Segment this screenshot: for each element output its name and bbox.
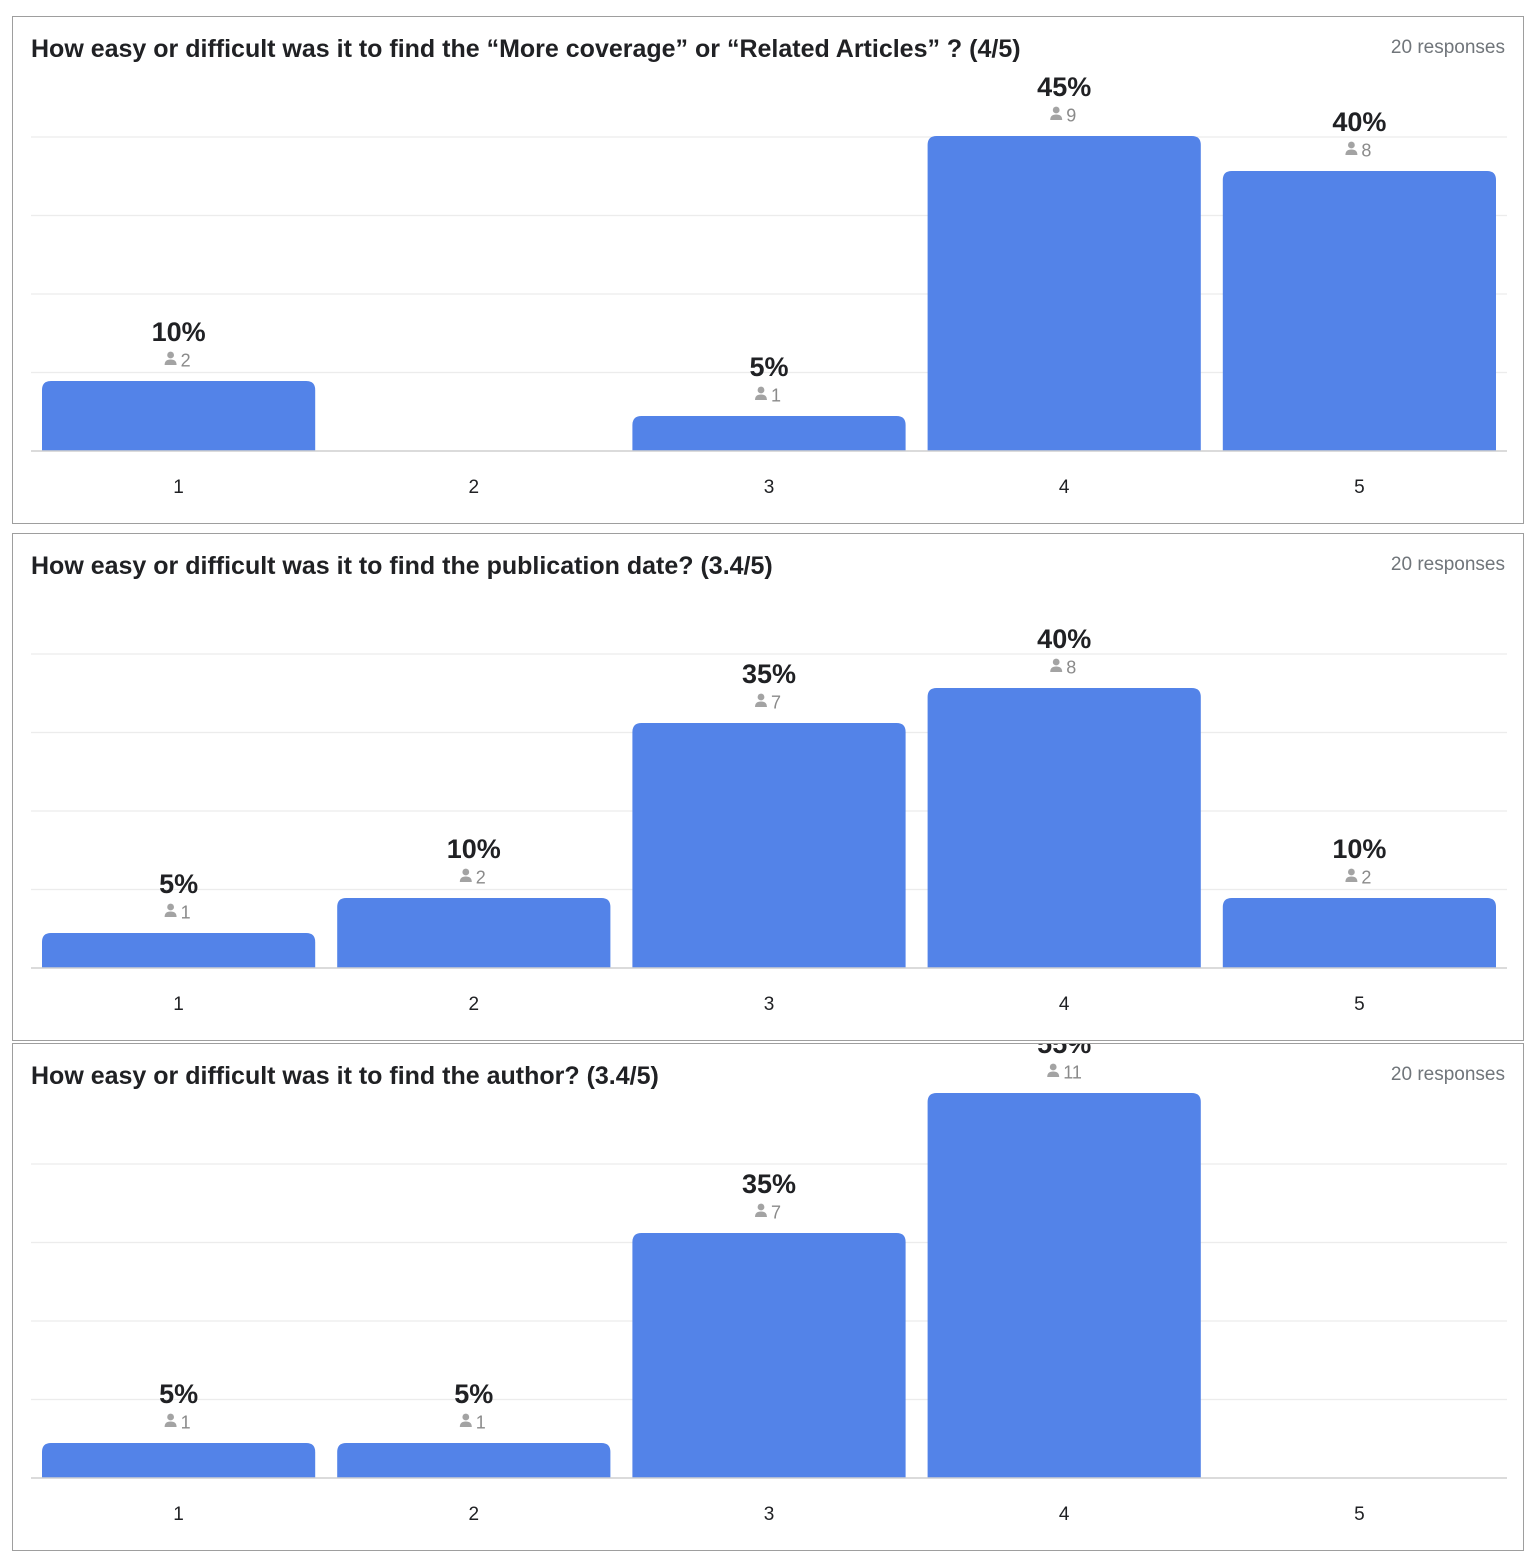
- person-icon: [1047, 1063, 1060, 1077]
- bar-value-label: 35%: [742, 1169, 796, 1199]
- chart-panel-publication-date: How easy or difficult was it to find the…: [12, 533, 1524, 1041]
- person-icon: [164, 903, 177, 917]
- responses-count: 20 responses: [1390, 554, 1505, 575]
- chart-panel-coverage: How easy or difficult was it to find the…: [12, 16, 1524, 524]
- x-tick-label: 3: [764, 994, 775, 1015]
- bar-value-label: 35%: [742, 659, 796, 689]
- bar-value-label: 10%: [1332, 834, 1386, 864]
- x-tick-label: 2: [469, 1504, 480, 1525]
- x-tick-label: 3: [764, 1504, 775, 1525]
- bar-count-label: 1: [771, 386, 781, 406]
- person-icon: [459, 868, 472, 882]
- bar-count-label: 2: [476, 868, 486, 888]
- bar-count-label: 2: [1361, 868, 1371, 888]
- bar: [632, 723, 906, 968]
- x-tick-label: 4: [1059, 994, 1070, 1015]
- bar: [337, 898, 611, 968]
- x-tick-label: 5: [1354, 994, 1365, 1015]
- bar-count-label: 11: [1063, 1063, 1082, 1083]
- bar: [1222, 171, 1496, 451]
- bar-value-label: 5%: [159, 1379, 198, 1409]
- bar-count-label: 7: [771, 1203, 781, 1223]
- bar: [632, 1233, 906, 1478]
- bar-count-label: 8: [1066, 658, 1076, 678]
- chart-panel-author: How easy or difficult was it to find the…: [12, 1043, 1524, 1551]
- bar-count-label: 9: [1066, 106, 1076, 126]
- chart-title: How easy or difficult was it to find the…: [31, 1062, 659, 1090]
- bar: [42, 1443, 316, 1478]
- chart-title: How easy or difficult was it to find the…: [31, 35, 1021, 63]
- bar-value-label: 40%: [1037, 624, 1091, 654]
- bar-value-label: 10%: [447, 834, 501, 864]
- x-tick-label: 5: [1354, 477, 1365, 498]
- responses-count: 20 responses: [1390, 1064, 1505, 1085]
- bar-value-label: 45%: [1037, 72, 1091, 102]
- x-tick-label: 5: [1354, 1504, 1365, 1525]
- x-tick-label: 3: [764, 477, 775, 498]
- person-icon: [164, 1413, 177, 1427]
- person-icon: [1345, 868, 1358, 882]
- x-tick-label: 2: [469, 477, 480, 498]
- person-icon: [1050, 106, 1063, 120]
- x-tick-label: 1: [173, 1504, 184, 1525]
- x-tick-label: 2: [469, 994, 480, 1015]
- bar-chart: 10% 2 1 2 5% 1 3 45% 9 4 40% 8 5: [31, 72, 1507, 498]
- person-icon: [1345, 141, 1358, 155]
- bar: [632, 416, 906, 451]
- person-icon: [755, 693, 767, 707]
- bar-count-label: 8: [1361, 141, 1371, 161]
- bar-count-label: 1: [476, 1413, 486, 1433]
- bar-count-label: 2: [181, 351, 191, 371]
- person-icon: [459, 1413, 472, 1427]
- bar: [42, 381, 316, 451]
- chart-title: How easy or difficult was it to find the…: [31, 552, 773, 580]
- x-tick-label: 4: [1059, 1504, 1070, 1525]
- responses-count: 20 responses: [1390, 37, 1505, 58]
- bar: [927, 688, 1201, 968]
- bar: [42, 933, 316, 968]
- bar-count-label: 1: [181, 903, 191, 923]
- x-tick-label: 1: [173, 477, 184, 498]
- bar-value-label: 55%: [1037, 1044, 1091, 1059]
- bar: [1222, 898, 1496, 968]
- bar-value-label: 5%: [454, 1379, 493, 1409]
- bar: [927, 1093, 1201, 1478]
- x-tick-label: 1: [173, 994, 184, 1015]
- person-icon: [1050, 658, 1063, 672]
- person-icon: [755, 1203, 767, 1217]
- person-icon: [755, 386, 767, 400]
- person-icon: [164, 351, 177, 365]
- bar: [927, 136, 1201, 451]
- bar-chart: 5% 1 1 10% 2 2 35% 7 3 40% 8 4 10% 2 5: [31, 624, 1507, 1015]
- bar: [337, 1443, 611, 1478]
- bar-value-label: 10%: [152, 317, 206, 347]
- bar-value-label: 40%: [1332, 107, 1386, 137]
- x-tick-label: 4: [1059, 477, 1070, 498]
- bar-value-label: 5%: [749, 352, 788, 382]
- bar-value-label: 5%: [159, 869, 198, 899]
- bar-count-label: 7: [771, 693, 781, 713]
- bar-count-label: 1: [181, 1413, 191, 1433]
